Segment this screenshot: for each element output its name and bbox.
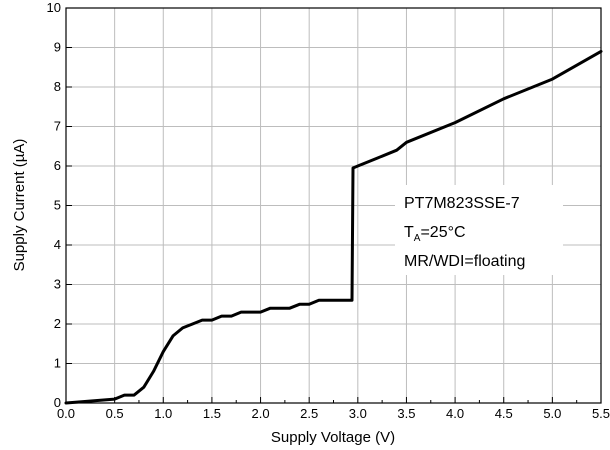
annotation-box: PT7M823SSE-7 TA=25°C MR/WDI=floating xyxy=(395,185,563,275)
y-axis-title: Supply Current (µA) xyxy=(11,139,28,272)
axis-ticks xyxy=(65,7,602,404)
y-tick-label: 3 xyxy=(54,277,61,292)
annotation-condition: MR/WDI=floating xyxy=(404,253,525,270)
y-tick-label: 10 xyxy=(47,0,61,15)
series-line-supply-current xyxy=(64,49,603,405)
y-tick-label: 2 xyxy=(54,316,61,331)
y-tick-label: 6 xyxy=(54,158,61,173)
annotation-temperature: TA=25°C xyxy=(404,224,466,244)
y-tick-label: 9 xyxy=(54,40,61,55)
y-tick-label: 5 xyxy=(54,198,61,213)
x-tick-label: 2.5 xyxy=(300,406,318,421)
y-tick-labels: 0 1 2 3 4 5 6 7 8 9 10 xyxy=(47,0,61,410)
x-tick-label: 0.0 xyxy=(57,406,75,421)
x-tick-label: 3.5 xyxy=(397,406,415,421)
y-tick-label: 7 xyxy=(54,119,61,134)
x-tick-label: 1.5 xyxy=(203,406,221,421)
x-tick-label: 5.5 xyxy=(592,406,610,421)
y-tick-label: 0 xyxy=(54,395,61,410)
y-tick-label: 1 xyxy=(54,356,61,371)
x-tick-label: 1.0 xyxy=(154,406,172,421)
annotation-temperature-value: =25°C xyxy=(420,224,465,241)
x-tick-label: 4.0 xyxy=(446,406,464,421)
x-tick-label: 4.5 xyxy=(495,406,513,421)
x-tick-label: 5.0 xyxy=(543,406,561,421)
x-tick-labels: 0.0 0.5 1.0 1.5 2.0 2.5 3.0 3.5 4.0 4.5 5.0 5.5 xyxy=(57,406,610,421)
annotation-temperature-subscript: A xyxy=(414,233,421,244)
x-tick-label: 0.5 xyxy=(106,406,124,421)
x-tick-label: 2.0 xyxy=(252,406,270,421)
y-tick-label: 8 xyxy=(54,79,61,94)
y-tick-label: 4 xyxy=(54,237,61,252)
x-tick-label: 3.0 xyxy=(349,406,367,421)
annotation-device: PT7M823SSE-7 xyxy=(404,195,520,212)
annotation-temperature-symbol: T xyxy=(404,224,414,241)
x-axis-title: Supply Voltage (V) xyxy=(271,429,395,446)
